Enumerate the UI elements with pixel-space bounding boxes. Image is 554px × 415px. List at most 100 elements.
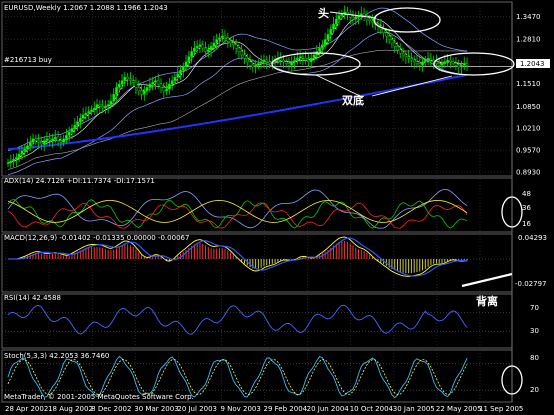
candle-body: [162, 87, 166, 92]
stoch-tick-80: 80: [530, 354, 539, 362]
x-tick-label-11: 11 Sep 2005: [479, 405, 523, 413]
candle-body: [159, 83, 163, 88]
candle-body: [451, 61, 455, 64]
candle-body: [254, 64, 257, 68]
candle-body: [181, 66, 185, 71]
double-bottom-pointer-left: [315, 74, 361, 97]
candle-body: [457, 64, 461, 68]
candle-body: [223, 35, 227, 39]
macd-tick-top: 0.04293: [518, 234, 547, 242]
candle-body: [120, 80, 124, 85]
adx-tick-48: 48: [522, 190, 531, 198]
candle-body: [346, 11, 349, 15]
price-tick-4: 1.0850: [516, 103, 541, 111]
candle-body: [407, 56, 410, 59]
candle-body: [190, 51, 193, 57]
candle-body: [26, 145, 29, 150]
order-label: #216713 buy: [4, 56, 52, 64]
candle-body: [421, 61, 424, 66]
annotation-head: 头: [318, 6, 329, 20]
candle-body: [348, 13, 352, 18]
candle-body: [156, 80, 160, 85]
candle-body: [6, 162, 10, 164]
candle-body: [28, 141, 32, 146]
candle-body: [454, 63, 458, 66]
candle-body: [20, 150, 24, 155]
candle-body: [23, 148, 27, 152]
candle-body: [340, 13, 344, 16]
candle-body: [9, 160, 13, 164]
candle-body: [412, 59, 416, 63]
head-ellipse: [373, 7, 441, 33]
candle-body: [148, 83, 152, 88]
indicator-lines: [2, 188, 512, 399]
rsi-label: RSI(14) 42.4588: [4, 294, 61, 302]
candle-body: [440, 63, 444, 66]
price-badge: 1.2043: [520, 60, 545, 68]
candle-body: [232, 42, 235, 45]
candle-body: [429, 58, 433, 61]
candle-body: [257, 63, 260, 66]
candle-body: [293, 59, 296, 63]
candle-body: [193, 47, 196, 52]
macd-signal-line: [8, 236, 468, 277]
candle-body: [42, 140, 46, 145]
candle-body: [398, 49, 402, 54]
candle-body: [51, 138, 54, 141]
stoch-d-line: [7, 359, 468, 395]
candle-body: [410, 58, 413, 61]
x-tick-label-8: 10 Oct 2004: [350, 405, 394, 413]
candle-body: [426, 58, 430, 61]
annotation-double-bottom: 双底: [342, 93, 364, 107]
macd-label: MACD(12,26,9) -0.01402 -0.01335 0.00000 …: [4, 234, 189, 242]
candle-body: [334, 18, 338, 25]
candle-body: [14, 157, 18, 160]
stoch-label: Stoch(5,3,3) 42.2053 36.7460: [4, 352, 109, 360]
candle-body: [109, 100, 113, 105]
candle-body: [423, 59, 427, 63]
ma-long-blue: [7, 73, 468, 151]
candle-body: [387, 35, 391, 40]
candle-body: [123, 76, 127, 81]
candle-body: [106, 104, 110, 107]
candle-body: [34, 138, 38, 141]
price-tick-0: 1.3470: [516, 13, 541, 21]
candle-body: [265, 59, 269, 63]
candle-body: [48, 138, 52, 141]
candle-body: [84, 112, 88, 116]
candle-body: [329, 29, 333, 35]
x-tick-label-6: 29 Feb 2004: [264, 405, 308, 413]
candle-body: [206, 49, 210, 52]
candle-body: [145, 87, 149, 92]
price-badge-bg: [516, 59, 550, 68]
ma-5: [7, 13, 468, 164]
adx-tick-16: 16: [522, 220, 531, 228]
candle-body: [304, 58, 308, 61]
candle-body: [226, 37, 230, 42]
macd-tick-bottom: -0.02797: [515, 280, 546, 288]
bollinger-upper: [7, 7, 468, 152]
candle-body: [95, 104, 99, 109]
candle-body: [262, 59, 266, 63]
candle-body: [279, 58, 282, 61]
candle-body: [218, 37, 221, 40]
candle-body: [81, 114, 85, 119]
double-bottom-pointer-right: [371, 75, 453, 97]
x-tick-label-1: 18 Aug 2002: [48, 405, 93, 413]
candle-body: [173, 76, 177, 81]
x-tick-label-0: 28 Apr 2002: [5, 405, 48, 413]
adx-label: ADX(14) 24.7126 +DI:11.7374 -DI:17.1571: [4, 177, 155, 185]
di-minus-line: [7, 202, 468, 229]
x-tick-label-9: 30 Jan 2005: [393, 405, 435, 413]
candle-body: [87, 111, 91, 114]
stoch-ellipse: [501, 365, 523, 395]
candle-body: [401, 52, 405, 56]
rsi-tick-70: 70: [530, 304, 539, 312]
candle-body: [117, 83, 121, 88]
right-bottom-ellipse: [433, 52, 515, 76]
di-plus-line: [7, 198, 468, 229]
candle-body: [446, 59, 449, 63]
candle-body: [140, 90, 143, 95]
candle-body: [362, 13, 366, 16]
